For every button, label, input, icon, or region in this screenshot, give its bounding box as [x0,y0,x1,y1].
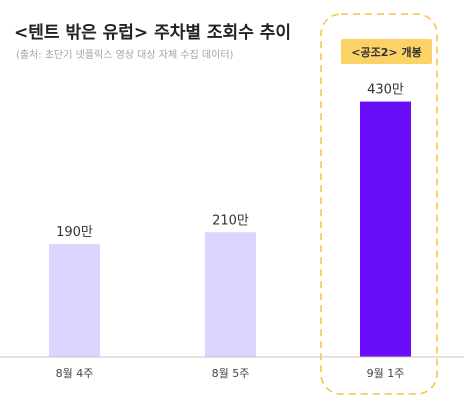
value-labels-group: 190만 210만 430만 [56,83,404,241]
chart-subtitle: (출처: 초단기 넷플릭스 영상 대상 자체 수집 데이터) [16,49,234,61]
x-tick-label-1: 8월 4주 [56,367,94,380]
bars-group [49,101,411,357]
highlight-badge-label: <공조2> 개봉 [351,45,421,59]
value-label-2: 210만 [212,213,249,228]
bar-1 [49,244,100,357]
x-tick-label-3: 9월 1주 [367,367,405,380]
x-tick-label-2: 8월 5주 [212,367,250,380]
x-tick-labels: 8월 4주 8월 5주 9월 1주 [56,367,405,380]
chart-title: <텐트 밖은 유럽> 주차별 조회수 추이 [14,23,291,43]
highlight-badge [341,39,432,64]
value-label-1: 190만 [56,225,93,240]
bar-2 [205,232,256,357]
bar-3 [360,101,411,357]
value-label-3: 430만 [367,83,404,98]
highlight-outline [320,13,438,395]
